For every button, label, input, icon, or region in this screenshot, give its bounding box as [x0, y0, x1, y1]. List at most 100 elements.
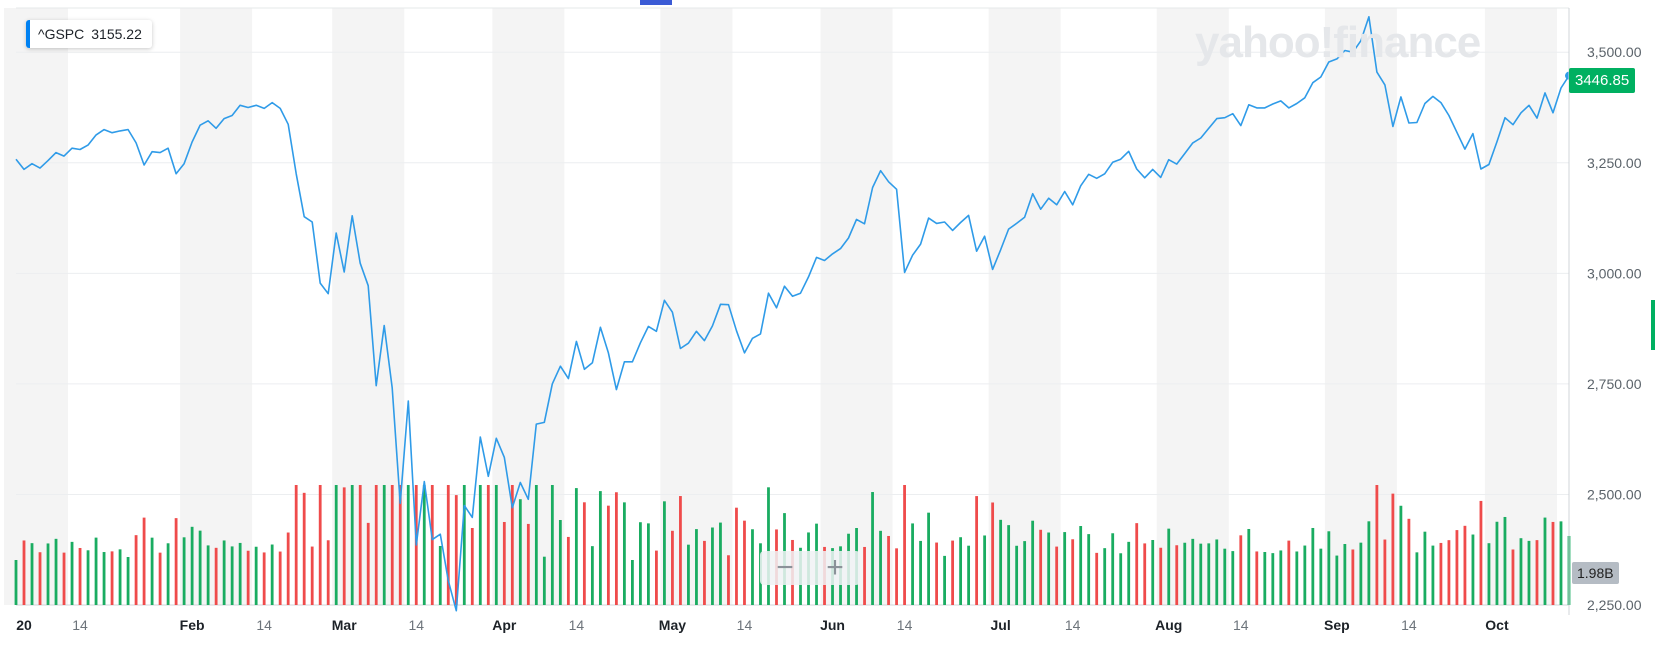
volume-bar	[550, 485, 554, 605]
volume-bar	[110, 551, 114, 605]
volume-bar	[727, 555, 730, 605]
volume-bar	[1519, 538, 1523, 605]
legend-value: 3155.22	[91, 26, 142, 42]
volume-bar	[1039, 529, 1043, 605]
volume-bar	[278, 551, 282, 605]
y-tick-label: 2,250.00	[1587, 597, 1642, 613]
zoom-out-button[interactable]: −	[776, 551, 794, 584]
volume-bar	[374, 485, 378, 605]
volume-bar	[86, 550, 90, 605]
x-tick-label: 14	[1401, 617, 1417, 633]
volume-bar	[1063, 532, 1067, 605]
zoom-in-button[interactable]: +	[826, 551, 844, 584]
volume-bar	[1183, 542, 1187, 605]
volume-bar	[967, 545, 971, 605]
y-tick-label: 3,250.00	[1587, 155, 1642, 171]
volume-bar	[1143, 543, 1147, 605]
volume-bar	[1439, 542, 1443, 605]
volume-bar	[590, 546, 594, 605]
volume-bar	[879, 530, 882, 605]
volume-bar	[214, 547, 218, 605]
volume-bar	[318, 485, 322, 605]
x-tick-label: 14	[897, 617, 913, 633]
month-band	[1324, 8, 1397, 605]
volume-bar	[1271, 553, 1275, 605]
volume-bar	[1327, 531, 1331, 605]
volume-bar	[919, 540, 922, 605]
volume-bar	[743, 520, 746, 605]
volume-bar	[1031, 520, 1035, 605]
volume-bar	[430, 485, 434, 605]
month-band	[1484, 8, 1557, 605]
volume-bar	[983, 535, 987, 605]
volume-bar	[1023, 541, 1027, 605]
volume-bar	[30, 543, 34, 605]
x-tick-label: May	[659, 617, 686, 633]
volume-bar	[166, 543, 170, 605]
x-tick-label: Feb	[180, 617, 205, 633]
volume-bar	[614, 492, 618, 605]
volume-bar	[1095, 552, 1099, 605]
scroll-indicator	[1651, 300, 1655, 350]
volume-bar	[62, 552, 66, 605]
volume-bar	[1511, 549, 1515, 605]
volume-bar	[943, 555, 946, 605]
month-band	[1156, 8, 1229, 605]
volume-bar	[574, 488, 578, 605]
volume-bar	[1503, 516, 1507, 605]
volume-bar	[903, 485, 906, 605]
volume-bar	[262, 552, 266, 605]
volume-bar	[246, 550, 250, 605]
volume-bar	[999, 519, 1003, 605]
y-tick-label: 2,750.00	[1587, 376, 1642, 392]
volume-bar	[182, 537, 186, 605]
volume-bar	[1351, 549, 1355, 605]
volume-bar	[911, 523, 914, 605]
volume-bar	[542, 556, 546, 605]
volume-bar	[1543, 517, 1547, 605]
volume-bar	[647, 523, 650, 605]
volume-bar	[1463, 525, 1467, 605]
month-band	[988, 8, 1061, 605]
volume-bar	[767, 487, 770, 605]
volume-bar	[606, 505, 610, 605]
volume-bar	[1407, 518, 1411, 605]
volume-bar	[622, 502, 626, 605]
x-tick-label: 14	[256, 617, 272, 633]
volume-bar	[1111, 533, 1115, 605]
volume-bar	[494, 485, 498, 605]
volume-bar	[78, 547, 82, 605]
volume-bar	[198, 530, 202, 605]
volume-badge: 1.98B	[1572, 562, 1619, 584]
volume-bar	[1079, 526, 1083, 605]
volume-bar	[14, 560, 18, 605]
volume-bar	[46, 543, 50, 605]
volume-bar	[302, 492, 306, 605]
volume-bar	[462, 485, 466, 605]
legend-color-marker	[26, 20, 30, 48]
volume-bar	[1247, 528, 1251, 605]
volume-bar	[959, 537, 963, 605]
volume-bar	[1295, 551, 1299, 605]
volume-bar	[975, 496, 979, 605]
volume-bar	[735, 507, 738, 605]
volume-bar	[1231, 551, 1235, 605]
volume-bar	[1279, 550, 1283, 605]
volume-bar	[326, 540, 330, 605]
volume-bar	[54, 538, 58, 605]
symbol-legend[interactable]: ^GSPC 3155.22	[26, 20, 152, 48]
x-tick-label: 20	[16, 617, 32, 633]
volume-bar	[1343, 544, 1347, 605]
volume-bar	[254, 546, 258, 605]
volume-bar	[1071, 539, 1075, 605]
x-tick-label: 14	[1065, 617, 1081, 633]
volume-bar	[1431, 545, 1435, 605]
x-tick-label: 14	[408, 617, 424, 633]
volume-bar	[118, 549, 122, 605]
month-bands	[3, 8, 1557, 605]
volume-bar	[630, 560, 634, 605]
volume-bar	[158, 552, 162, 605]
volume-bar	[703, 540, 706, 605]
volume-bar	[598, 491, 602, 605]
